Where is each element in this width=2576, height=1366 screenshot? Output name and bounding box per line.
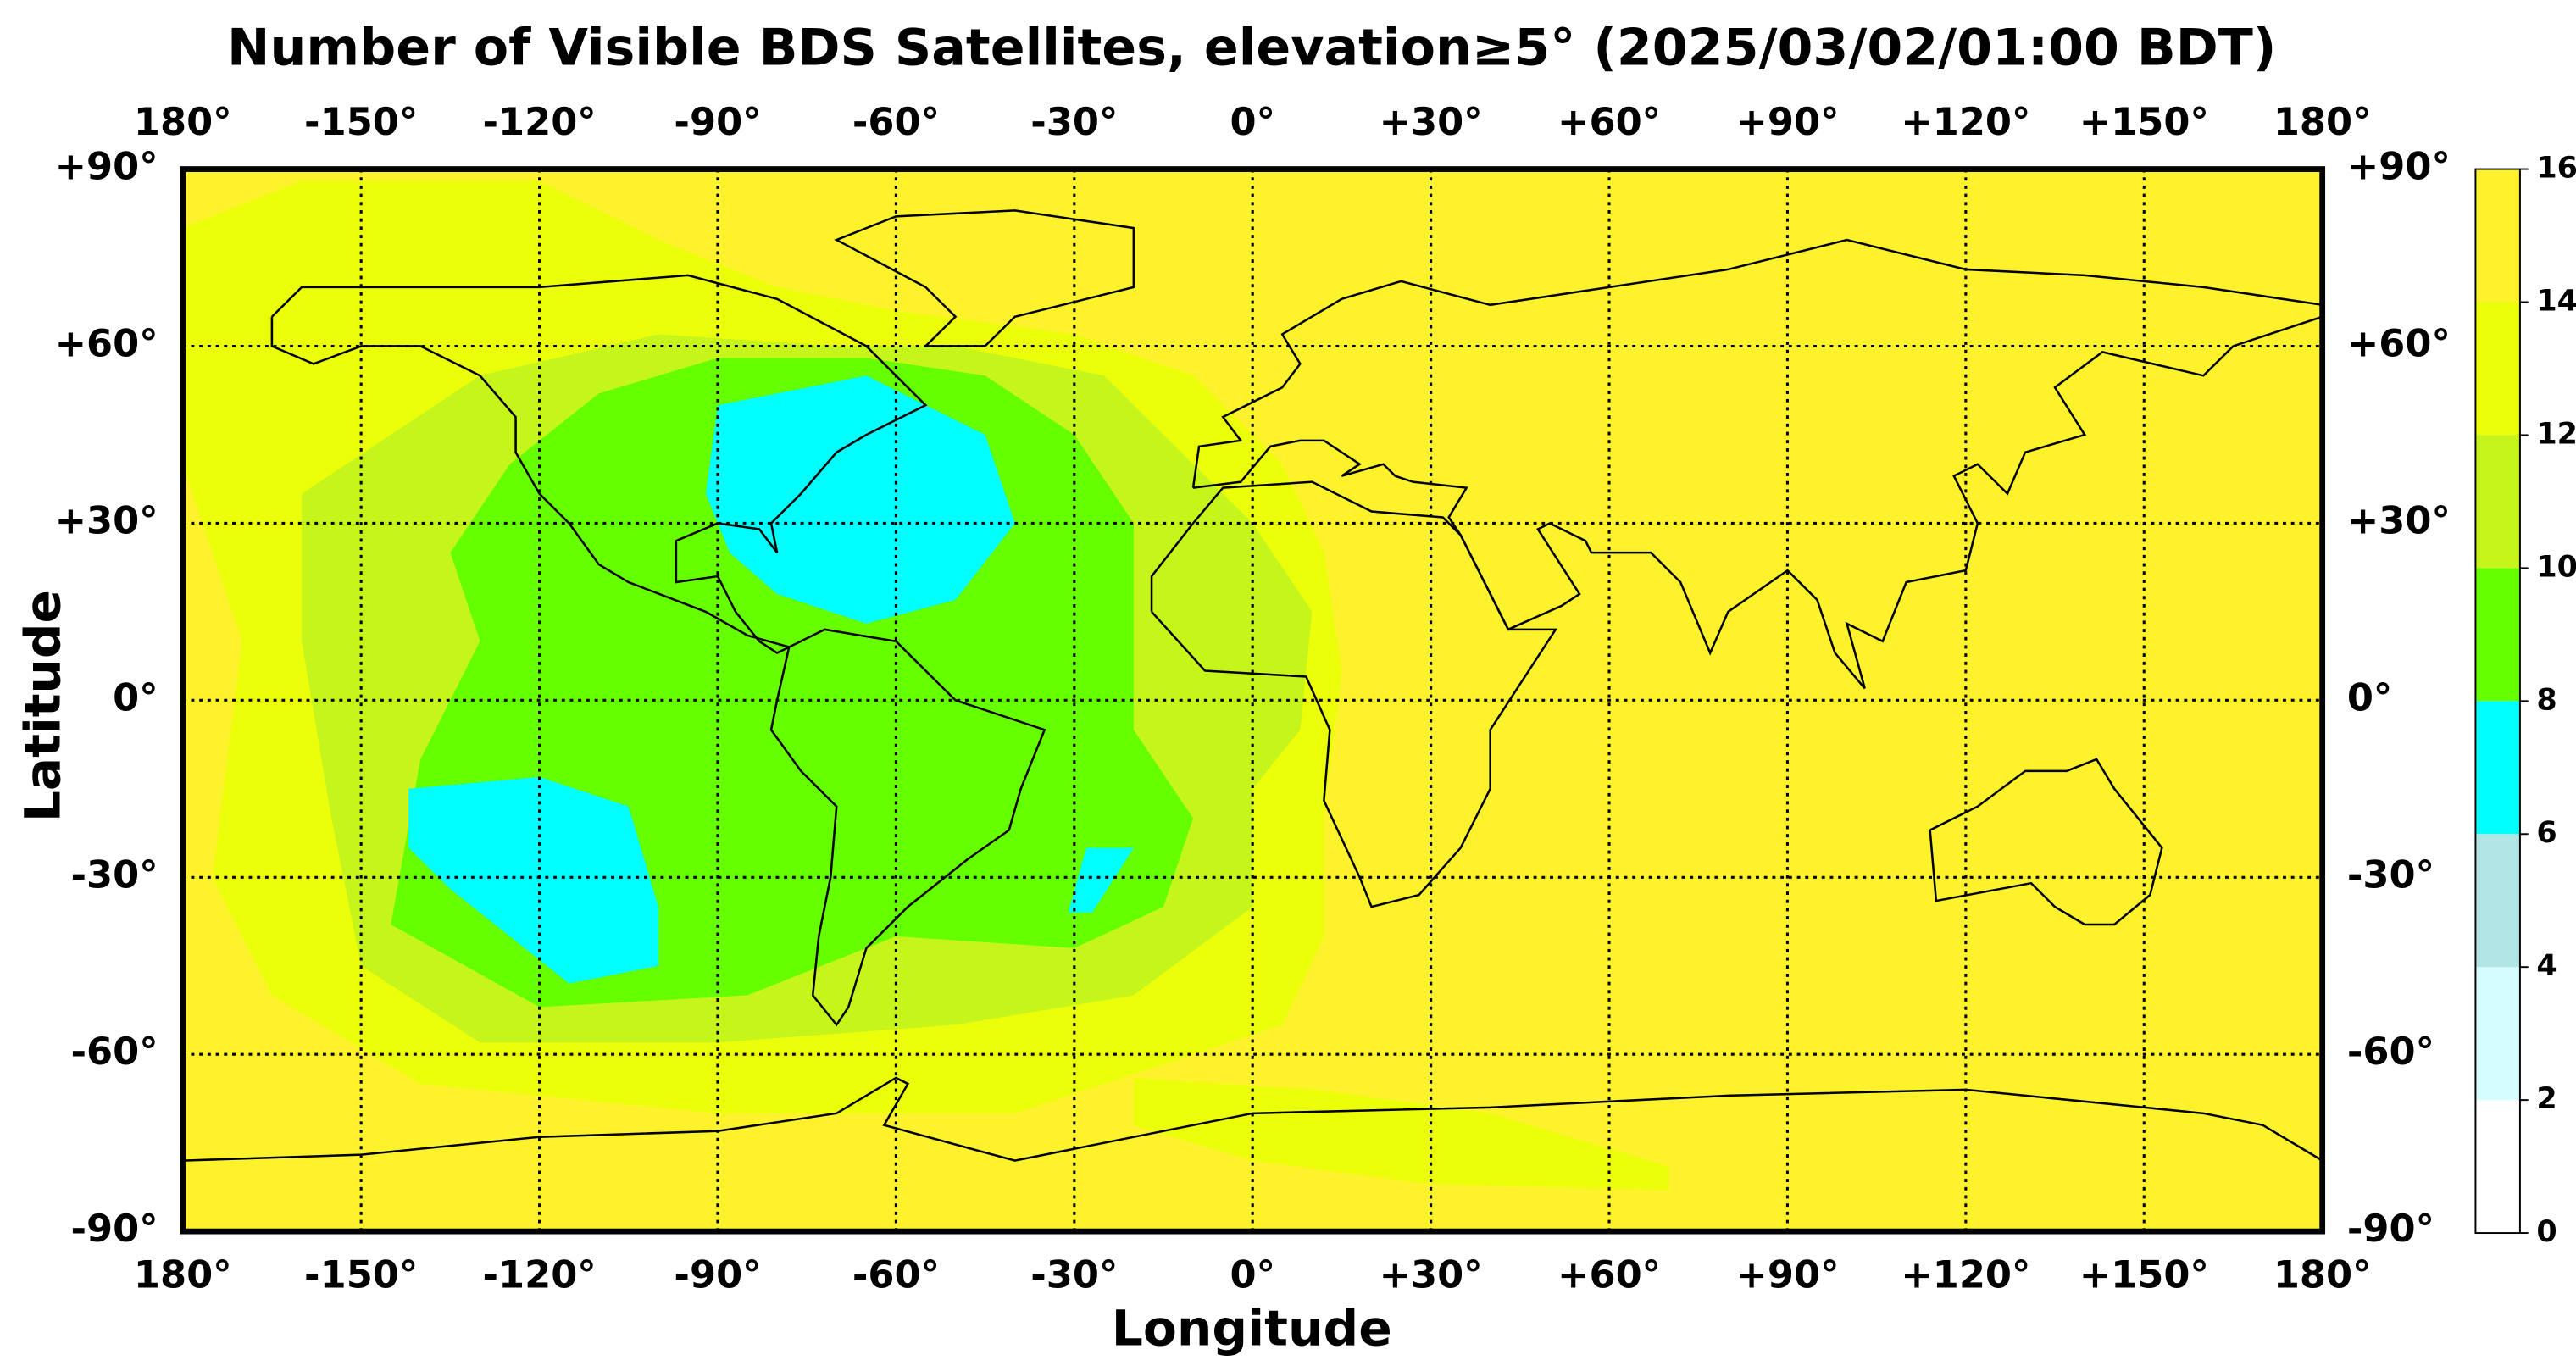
x-tick-label-top: +90°	[1735, 100, 1839, 144]
coastline	[834, 209, 1135, 347]
map-frame	[180, 166, 2326, 1235]
colorbar-segment	[2475, 967, 2520, 1101]
coastline	[1150, 480, 1558, 908]
colorbar-segment	[2475, 169, 2520, 303]
coastline	[270, 274, 928, 654]
x-tick-label-bottom: +60°	[1557, 1252, 1661, 1297]
colorbar-tick-label: 12	[2536, 417, 2576, 451]
y-tick-label-left: +60°	[55, 322, 158, 366]
colorbar-tick-label: 8	[2536, 683, 2557, 717]
coastline	[1191, 238, 2323, 488]
colorbar-segment	[2475, 1100, 2520, 1234]
y-tick-label-right: -30°	[2347, 852, 2434, 897]
x-tick-label-top: -30°	[1030, 100, 1118, 144]
colorbar: 0 2 4 6 8 10 12 14 16	[2474, 152, 2576, 1249]
y-tick-label-right: -90°	[2347, 1207, 2434, 1251]
tick-labels: 180° 180° -150° -150° -120° -120° -90° -90° -60°…	[55, 100, 2451, 1297]
y-tick-label-right: -60°	[2347, 1030, 2434, 1074]
x-tick-label-bottom: -90°	[674, 1252, 761, 1297]
x-tick-label-top: +150°	[2079, 100, 2209, 144]
colorbar-tick-label: 0	[2536, 1215, 2557, 1249]
coastline	[769, 628, 1046, 1027]
colorbar-tick-label: 6	[2536, 816, 2557, 850]
y-tick-label-left: -60°	[70, 1030, 158, 1074]
y-tick-label-left: +90°	[55, 145, 158, 189]
x-tick-label-bottom: 0°	[1230, 1252, 1274, 1297]
colorbar-segment	[2475, 834, 2520, 968]
coastline	[1929, 758, 2163, 926]
x-tick-label-bottom: 180°	[134, 1252, 232, 1297]
x-tick-label-top: -60°	[852, 100, 940, 144]
coverage-region	[408, 776, 658, 984]
x-tick-label-top: -90°	[674, 100, 761, 144]
x-tick-label-top: +120°	[1901, 100, 2030, 144]
y-tick-label-left: +30°	[55, 498, 158, 542]
coverage-field	[182, 169, 2323, 1232]
colorbar-tick-label: 16	[2536, 152, 2576, 186]
x-tick-label-bottom: +90°	[1735, 1252, 1839, 1297]
x-tick-label-top: -150°	[304, 100, 418, 144]
y-tick-label-left: -30°	[70, 852, 158, 897]
y-tick-label-right: +30°	[2347, 498, 2451, 542]
x-tick-label-bottom: +150°	[2079, 1252, 2209, 1297]
x-tick-label-bottom: +120°	[1901, 1252, 2030, 1297]
coverage-region	[705, 375, 1015, 624]
x-tick-label-bottom: -150°	[304, 1252, 418, 1297]
x-tick-label-top: 180°	[134, 100, 232, 144]
colorbar-segment	[2475, 701, 2520, 835]
coverage-region	[1133, 1077, 1669, 1191]
x-tick-label-bottom: -120°	[482, 1252, 596, 1297]
coverage-region	[1068, 847, 1134, 913]
y-tick-label-right: 0°	[2347, 675, 2392, 719]
coastlines	[182, 209, 2323, 1162]
colorbar-tick-label: 2	[2536, 1082, 2557, 1116]
x-tick-label-bottom: -60°	[852, 1252, 940, 1297]
x-tick-label-top: 180°	[2273, 100, 2372, 144]
coastline	[182, 1076, 2323, 1162]
x-tick-label-top: -120°	[482, 100, 596, 144]
x-tick-label-bottom: +30°	[1380, 1252, 1483, 1297]
coastline	[1192, 315, 2323, 690]
x-tick-label-top: +60°	[1557, 100, 1661, 144]
y-tick-label-right: +60°	[2347, 322, 2451, 366]
x-tick-label-bottom: 180°	[2273, 1252, 2372, 1297]
y-axis-label: Latitude	[14, 590, 71, 822]
y-tick-label-right: +90°	[2347, 145, 2451, 189]
x-tick-label-top: 0°	[1230, 100, 1274, 144]
x-axis-label: Longitude	[1112, 1299, 1392, 1357]
y-tick-label-left: 0°	[113, 675, 158, 719]
colorbar-segment	[2475, 435, 2520, 569]
x-tick-label-top: +30°	[1380, 100, 1483, 144]
map-title: Number of Visible BDS Satellites, elevat…	[227, 19, 2276, 78]
x-tick-label-bottom: -30°	[1030, 1252, 1118, 1297]
colorbar-tick-label: 4	[2536, 949, 2557, 983]
colorbar-tick-label: 10	[2536, 550, 2576, 584]
y-tick-label-left: -90°	[70, 1207, 158, 1251]
colorbar-segment	[2475, 568, 2520, 702]
colorbar-tick-label: 14	[2536, 285, 2576, 319]
colorbar-segment	[2475, 302, 2520, 436]
